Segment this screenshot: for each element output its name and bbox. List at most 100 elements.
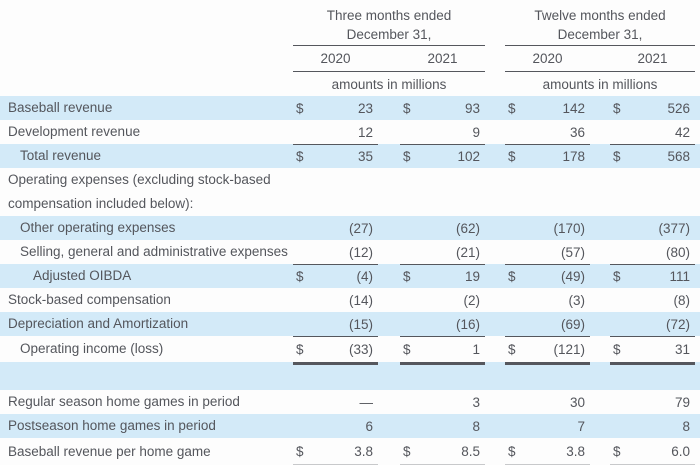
cell-value: —: [359, 394, 374, 410]
value-cell: [610, 168, 695, 216]
cell-value: 526: [667, 100, 690, 116]
value-cell: $23: [293, 96, 378, 120]
value-cell: [610, 362, 695, 390]
col-group-three-months-subtitle: December 31,: [293, 26, 485, 46]
cell-value: 142: [562, 100, 585, 116]
table-row: Regular season home games in period — 3 30 7…: [0, 390, 700, 414]
value-cell: 12: [293, 120, 378, 144]
table-row: Stock-based compensation (14) (2) (3) (8): [0, 288, 700, 312]
value-cell: [400, 362, 485, 390]
cell-value: (14): [348, 292, 373, 308]
table-row: Baseball revenue $23 $93 $142 $526: [0, 96, 700, 120]
cell-value: (21): [455, 244, 480, 260]
table-row: Selling, general and administrative expe…: [0, 240, 700, 264]
cell-value: 19: [464, 269, 480, 284]
cell-value: 79: [674, 394, 690, 410]
cell-value: 93: [464, 100, 480, 116]
cell-value: (15): [348, 316, 373, 332]
cell-value: (69): [560, 316, 585, 332]
value-cell: [505, 362, 590, 390]
cell-value: 35: [357, 149, 373, 164]
value-cell: (2): [400, 288, 485, 312]
value-cell: $178: [505, 144, 590, 168]
cell-value: (72): [665, 316, 690, 332]
cell-value: 6.0: [671, 443, 690, 459]
three-months-units: amounts in millions: [331, 76, 447, 92]
row-label: Adjusted OIBDA: [33, 268, 132, 283]
spacer-row: [0, 362, 700, 390]
cell-value: 102: [457, 149, 480, 164]
value-cell: [293, 168, 378, 216]
row-label: Operating income (loss): [20, 341, 164, 356]
value-cell: (72): [610, 312, 695, 336]
value-cell: $102: [400, 144, 485, 168]
cell-value: (49): [560, 269, 585, 284]
row-label: Operating expenses (excluding stock-base…: [8, 172, 271, 211]
cell-value: (170): [553, 220, 585, 236]
year-header: 2021: [637, 51, 668, 66]
value-cell: $568: [610, 144, 695, 168]
value-cell: (377): [610, 216, 695, 240]
row-label: Postseason home games in period: [8, 418, 216, 433]
value-cell: [293, 362, 378, 390]
dollar-sign: $: [508, 149, 516, 164]
table-row: Total revenue $35 $102 $178 $568: [0, 144, 700, 168]
cell-value: (4): [356, 269, 374, 284]
cell-value: (16): [455, 316, 480, 332]
cell-value: 3.8: [566, 443, 585, 459]
table-row: Depreciation and Amortization (15) (16) (69…: [0, 312, 700, 336]
value-cell: 8: [610, 414, 695, 438]
dollar-sign: $: [613, 342, 621, 357]
dollar-sign: $: [613, 443, 621, 459]
header-year-columns: 2020 2021 2020 2021: [0, 46, 700, 72]
row-label: Stock-based compensation: [8, 292, 171, 307]
cell-value: 8.5: [461, 443, 480, 459]
dollar-sign: $: [613, 149, 621, 164]
value-cell: (57): [505, 240, 590, 264]
col-group-twelve-months-title: Twelve months ended: [534, 7, 666, 23]
dollar-sign: $: [508, 342, 516, 357]
cell-value: (121): [553, 342, 585, 357]
table-body: Baseball revenue $23 $93 $142 $526 Developmen…: [0, 96, 700, 465]
dollar-sign: $: [403, 443, 411, 459]
cell-value: (62): [455, 220, 480, 236]
value-cell: (12): [293, 240, 378, 264]
year-header: 2020: [532, 51, 563, 66]
row-label: Depreciation and Amortization: [8, 316, 189, 331]
cell-value: (33): [348, 342, 373, 357]
row-label: Baseball revenue: [8, 100, 113, 115]
twelve-months-years: 2020 2021: [505, 46, 695, 72]
value-cell: [400, 168, 485, 216]
cell-value: (8): [673, 292, 691, 308]
value-cell: (14): [293, 288, 378, 312]
cell-value: 8: [682, 418, 690, 434]
dollar-sign: $: [296, 149, 304, 164]
row-label: Selling, general and administrative expe…: [20, 244, 288, 259]
cell-value: 3: [472, 394, 480, 410]
three-months-years: 2020 2021: [293, 46, 485, 72]
year-header: 2020: [320, 51, 351, 66]
cell-value: 12: [357, 124, 373, 140]
cell-value: (57): [560, 244, 585, 260]
cell-value: (80): [665, 244, 690, 260]
value-cell: 9: [400, 120, 485, 144]
cell-value: (27): [348, 220, 373, 236]
value-cell: $31: [610, 336, 695, 362]
year-header: 2021: [427, 51, 458, 66]
header-period-titles: Three months ended Twelve months ended: [0, 0, 700, 26]
value-cell: $6.0: [610, 438, 695, 465]
table-row: Adjusted OIBDA $ (4) $19 $ (49) $111: [0, 264, 700, 288]
dollar-sign: $: [613, 269, 621, 284]
dollar-sign: $: [508, 100, 516, 116]
cell-value: 42: [674, 124, 690, 140]
cell-value: (3): [568, 292, 586, 308]
value-cell: (21): [400, 240, 485, 264]
dollar-sign: $: [403, 149, 411, 164]
cell-value: 9: [472, 124, 480, 140]
cell-value: 23: [357, 100, 373, 116]
cell-value: (12): [348, 244, 373, 260]
dollar-sign: $: [296, 443, 304, 459]
value-cell: [505, 168, 590, 216]
dollar-sign: $: [296, 269, 304, 284]
value-cell: $ (33): [293, 336, 378, 362]
